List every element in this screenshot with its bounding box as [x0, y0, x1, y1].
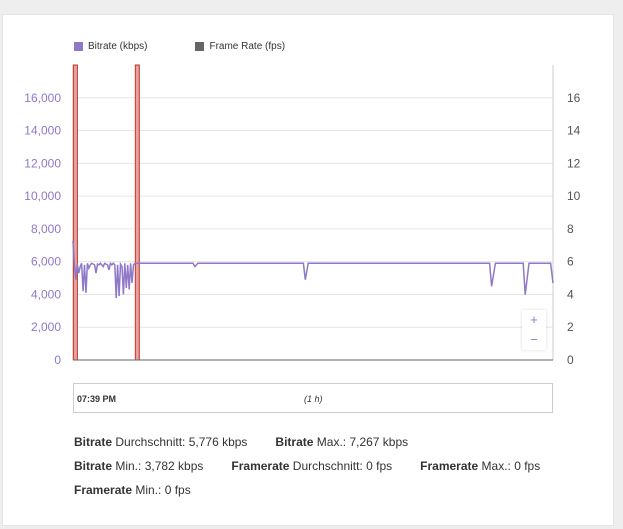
- legend-item-bitrate[interactable]: Bitrate (kbps): [74, 40, 147, 52]
- right-axis-ticks: 16 14 12 10 8 6 4 2 0: [567, 91, 581, 367]
- stat-item: Framerate Min.: 0 fps: [74, 478, 191, 502]
- zoom-in-button[interactable]: +: [530, 312, 538, 327]
- left-tick-label: 14,000: [24, 124, 61, 138]
- series-lines: [72, 240, 554, 361]
- legend-swatch-bitrate: [74, 41, 83, 51]
- chart-card: [2, 14, 614, 526]
- legend-label-bitrate: Bitrate (kbps): [88, 40, 148, 52]
- stat-name: Bitrate: [74, 435, 113, 449]
- left-tick-label: 8,000: [31, 222, 61, 236]
- stat-name: Framerate: [231, 459, 290, 473]
- zoom-control: + −: [522, 310, 546, 350]
- right-tick-label: 8: [567, 222, 574, 236]
- stat-value: Max.: 7,267 kbps: [313, 435, 409, 449]
- left-axis-ticks: 16,000 14,000 12,000 10,000 8,000 6,000 4,000 2…: [24, 91, 61, 367]
- stat-item: Bitrate Min.: 3,782 kbps: [74, 454, 203, 478]
- legend-label-framerate: Frame Rate (fps): [209, 40, 286, 52]
- right-tick-label: 10: [567, 189, 581, 203]
- zoom-out-button[interactable]: −: [530, 332, 538, 347]
- chart-legend: Bitrate (kbps) Frame Rate (fps): [74, 40, 333, 52]
- stat-item: Bitrate Durchschnitt: 5,776 kbps: [74, 430, 247, 454]
- stat-value: Durchschnitt: 5,776 kbps: [112, 435, 248, 449]
- stat-item: Framerate Max.: 0 fps: [420, 454, 540, 478]
- stats-row: Bitrate Min.: 3,782 kbps Framerate Durchs…: [74, 454, 594, 478]
- timeline-navigator[interactable]: 07:39 PM (1 h): [73, 383, 553, 413]
- left-tick-label: 10,000: [24, 189, 61, 203]
- time-marker[interactable]: [72, 64, 78, 361]
- stats-row: Bitrate Durchschnitt: 5,776 kbps Bitrate …: [74, 430, 594, 454]
- right-tick-label: 12: [567, 156, 581, 170]
- left-tick-label: 6,000: [31, 255, 61, 269]
- right-tick-label: 4: [567, 287, 574, 301]
- stats-summary: Bitrate Durchschnitt: 5,776 kbps Bitrate …: [74, 430, 594, 502]
- stats-row: Framerate Min.: 0 fps: [74, 478, 594, 502]
- stat-name: Bitrate: [275, 435, 314, 449]
- time-marker[interactable]: [134, 64, 140, 361]
- stat-item: Framerate Durchschnitt: 0 fps: [231, 454, 392, 478]
- right-tick-label: 2: [567, 320, 574, 334]
- stat-value: Min.: 0 fps: [132, 483, 191, 497]
- bitrate-chart[interactable]: 16,000 14,000 12,000 10,000 8,000 6,000 4,000 2…: [0, 0, 623, 380]
- left-tick-label: 12,000: [24, 156, 61, 170]
- stat-value: Max.: 0 fps: [478, 459, 541, 473]
- gridlines: [72, 65, 554, 361]
- bitrate-line: [72, 240, 554, 299]
- time-markers: [72, 64, 140, 361]
- stat-item: Bitrate Max.: 7,267 kbps: [275, 430, 408, 454]
- stat-value: Min.: 3,782 kbps: [112, 459, 204, 473]
- left-tick-label: 0: [54, 353, 61, 367]
- legend-swatch-framerate: [195, 41, 205, 51]
- left-tick-label: 2,000: [31, 320, 61, 334]
- stat-name: Framerate: [74, 483, 133, 497]
- stat-value: Durchschnitt: 0 fps: [289, 459, 393, 473]
- legend-item-framerate[interactable]: Frame Rate (fps): [195, 40, 285, 52]
- stat-name: Framerate: [420, 459, 479, 473]
- stat-name: Bitrate: [74, 459, 113, 473]
- right-tick-label: 16: [567, 91, 581, 105]
- timeline-start-label: 07:39 PM: [77, 394, 117, 404]
- right-tick-label: 6: [567, 255, 574, 269]
- left-tick-label: 16,000: [24, 91, 61, 105]
- timeline-range-label: (1 h): [304, 394, 323, 404]
- right-tick-label: 0: [567, 353, 574, 367]
- right-tick-label: 14: [567, 124, 581, 138]
- left-tick-label: 4,000: [31, 287, 61, 301]
